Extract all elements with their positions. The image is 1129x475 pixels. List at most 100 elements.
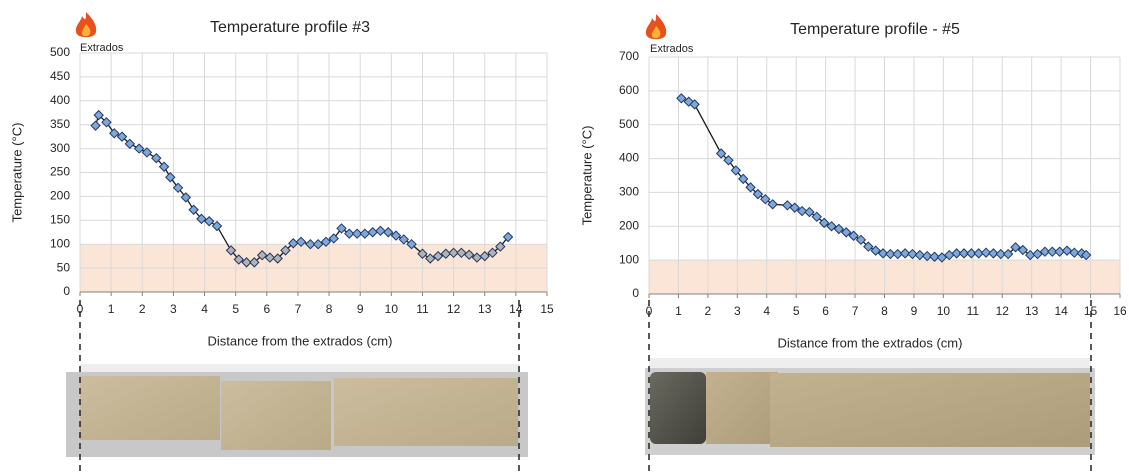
data-point: [141, 147, 153, 158]
y-tick-label: 500: [619, 117, 639, 131]
y-tick-label: 50: [57, 260, 71, 274]
data-point: [425, 253, 436, 264]
data-point: [988, 248, 999, 259]
y-tick-label: 400: [50, 93, 70, 107]
data-point: [280, 245, 291, 256]
data-point: [1039, 246, 1051, 257]
y-tick-label: 100: [50, 236, 70, 250]
data-point: [826, 221, 837, 232]
data-point: [305, 238, 316, 250]
flame-icon: [645, 14, 667, 40]
y-tick-label: 400: [619, 151, 639, 165]
data-point: [730, 165, 742, 176]
x-tick-label: 6: [822, 304, 829, 318]
data-point: [907, 248, 918, 260]
y-tick-label: 300: [619, 185, 639, 199]
x-axis-label: Distance from the extrados (cm): [778, 335, 963, 350]
y-tick-label: 700: [619, 49, 639, 63]
data-point: [870, 245, 881, 256]
data-point: [760, 193, 771, 205]
x-tick-label: 8: [326, 302, 333, 316]
chart-title: Temperature profile #3: [210, 19, 370, 36]
data-point: [1080, 249, 1092, 261]
data-point: [211, 220, 223, 232]
data-point: [344, 228, 355, 239]
data-point: [151, 152, 162, 164]
data-point: [295, 236, 307, 248]
data-point: [899, 248, 911, 259]
data-point: [1054, 246, 1065, 257]
data-point: [966, 248, 977, 259]
x-tick-label: 10: [385, 302, 399, 316]
y-tick-label: 350: [50, 117, 70, 131]
data-point: [172, 182, 184, 194]
data-point: [818, 217, 830, 229]
y-tick-label: 600: [619, 83, 639, 97]
data-point: [914, 249, 926, 261]
x-tick-label: 7: [295, 302, 302, 316]
x-tick-label: 12: [447, 302, 461, 316]
x-tick-label: 4: [201, 302, 208, 316]
data-point: [116, 131, 128, 142]
data-point: [456, 247, 467, 259]
data-point: [980, 247, 992, 258]
data-point: [390, 230, 402, 241]
data-point: [109, 128, 120, 139]
data-point: [789, 202, 800, 213]
x-tick-label: 9: [911, 304, 918, 318]
data-point: [124, 138, 136, 150]
data-point: [1002, 248, 1014, 260]
data-point: [811, 211, 823, 223]
x-tick-label: 0: [77, 302, 84, 316]
y-tick-label: 200: [619, 218, 639, 232]
x-tick-label: 15: [540, 302, 554, 316]
data-point: [351, 228, 363, 239]
core-photo: [645, 358, 1095, 455]
x-tick-label: 5: [793, 304, 800, 318]
y-tick-label: 0: [632, 286, 639, 300]
chart-title: Temperature profile - #5: [790, 21, 960, 38]
flame-icon: [75, 12, 97, 38]
data-point: [921, 250, 933, 262]
x-tick-label: 0: [646, 304, 653, 318]
data-point: [737, 173, 749, 185]
x-tick-label: 2: [139, 302, 146, 316]
data-point: [320, 236, 332, 248]
y-tick-label: 250: [50, 165, 70, 179]
y-tick-label: 450: [50, 69, 70, 83]
data-point: [1047, 246, 1058, 257]
data-point: [752, 188, 764, 200]
x-tick-label: 6: [263, 302, 270, 316]
y-tick-label: 300: [50, 141, 70, 155]
data-point: [683, 96, 694, 107]
data-point: [272, 253, 283, 264]
y-tick-label: 150: [50, 212, 70, 226]
data-point: [1010, 242, 1021, 253]
data-point: [180, 192, 192, 203]
data-point: [359, 228, 371, 239]
y-tick-label: 100: [619, 252, 639, 266]
data-point: [367, 227, 378, 238]
data-point: [249, 257, 260, 268]
data-point: [796, 205, 808, 217]
y-tick-label: 0: [63, 284, 70, 298]
data-point: [767, 199, 778, 210]
x-tick-label: 5: [232, 302, 239, 316]
data-point: [1017, 244, 1029, 256]
annotation: Extrados: [80, 42, 124, 54]
data-point: [689, 99, 700, 110]
data-point: [375, 225, 386, 237]
x-tick-label: 3: [734, 304, 741, 318]
data-point: [241, 257, 252, 268]
x-tick-label: 13: [1025, 304, 1039, 318]
data-point: [502, 231, 514, 243]
data-point: [723, 155, 734, 166]
data-point: [782, 200, 793, 211]
x-tick-label: 3: [170, 302, 177, 316]
y-axis-label: Temperature (°C): [9, 123, 24, 223]
x-tick-label: 1: [108, 302, 115, 316]
data-point: [995, 248, 1006, 260]
data-point: [336, 223, 347, 234]
data-point: [406, 238, 417, 250]
